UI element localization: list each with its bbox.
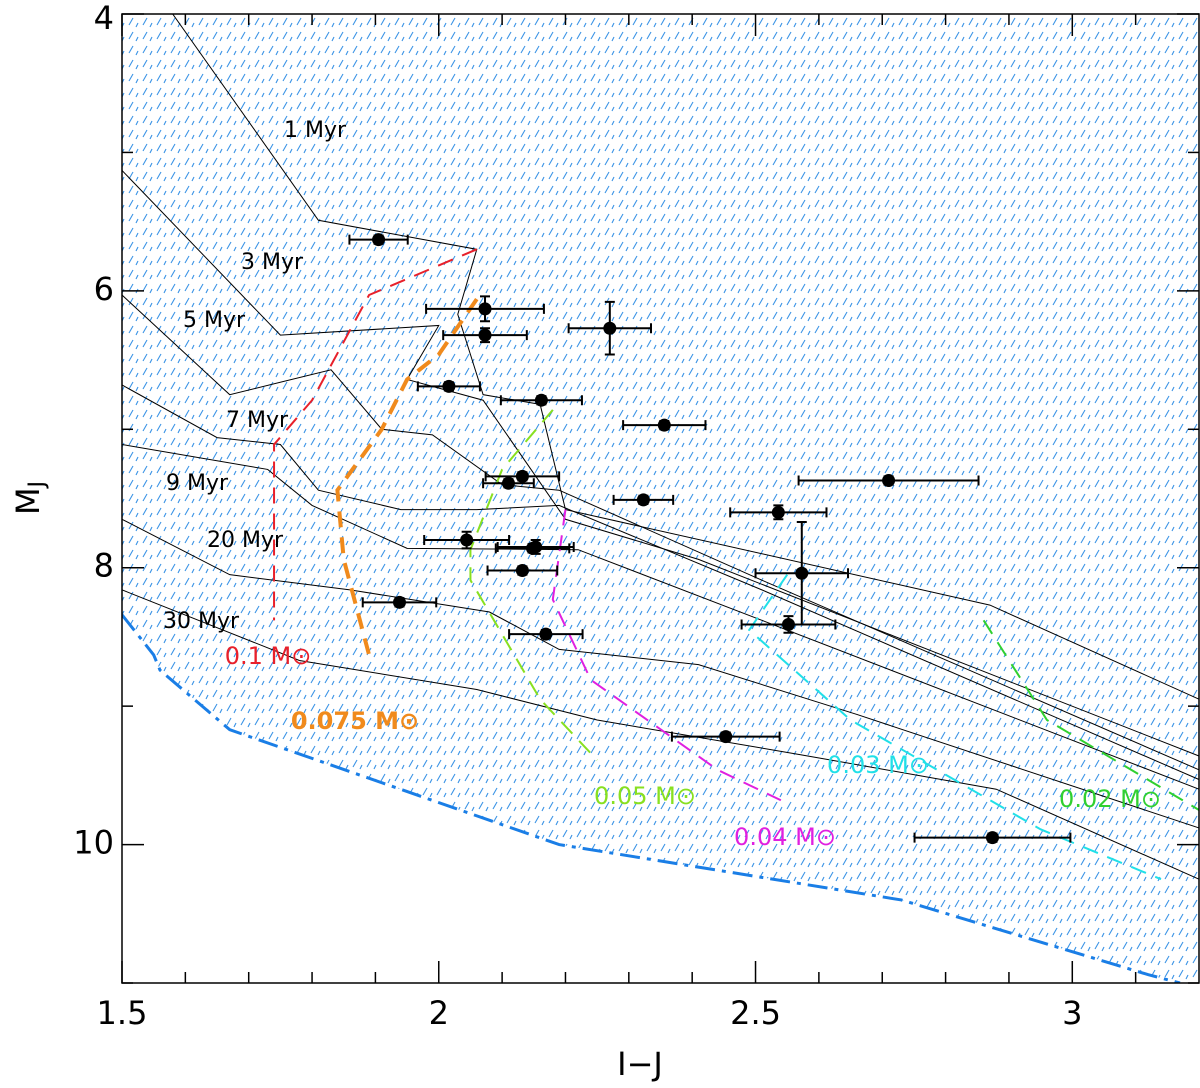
data-point	[372, 233, 386, 247]
y-tick-label: 10	[73, 824, 114, 862]
data-point-group	[361, 595, 438, 609]
data-point	[985, 831, 999, 845]
data-point-group	[612, 493, 675, 507]
data-point-group	[670, 730, 781, 744]
data-point	[771, 505, 785, 519]
mass-track	[982, 619, 1200, 811]
data-point-group	[729, 504, 828, 521]
mass-track-label: 0.1 M⊙	[225, 642, 312, 670]
data-point-group	[496, 539, 575, 555]
mass-track-label: 0.075 M⊙	[291, 707, 419, 735]
data-point-group	[913, 831, 1072, 845]
data-point-group	[416, 379, 481, 393]
boundary-line	[122, 613, 1181, 983]
data-point	[515, 469, 529, 483]
data-point-group	[482, 476, 535, 490]
mass-track-label: 0.03 M⊙	[827, 751, 929, 779]
data-point-group	[797, 474, 980, 488]
mass-track-label: 0.05 M⊙	[594, 782, 696, 810]
y-tick-label: 4	[94, 0, 114, 37]
isochrone-label: 30 Myr	[163, 609, 240, 634]
plot-area	[122, 14, 1200, 983]
data-point	[392, 595, 406, 609]
x-tick-label: 3	[1062, 994, 1082, 1032]
data-point-group	[423, 530, 511, 550]
data-point	[529, 540, 543, 554]
isochrone	[122, 444, 1200, 790]
data-point-group	[442, 327, 528, 344]
data-point	[478, 302, 492, 316]
mass-track-label: 0.02 M⊙	[1059, 785, 1161, 813]
y-axis-label-sub: J	[25, 481, 50, 490]
axes-frame	[121, 13, 1200, 984]
mass-track	[273, 248, 478, 621]
data-point	[515, 563, 529, 577]
data-point	[442, 379, 456, 393]
data-point	[534, 393, 548, 407]
isochrone	[122, 384, 1200, 780]
isochrone-label: 1 Myr	[284, 118, 347, 143]
isochrone-label: 7 Myr	[226, 408, 289, 433]
isochrone	[122, 589, 1200, 880]
data-point-group	[622, 418, 707, 432]
isochrone	[122, 518, 1200, 829]
data-point	[460, 533, 474, 547]
data-point-group	[348, 233, 409, 247]
x-tick-label: 2.5	[730, 994, 781, 1032]
data-point	[795, 566, 809, 580]
shaded-region	[122, 14, 1199, 983]
x-tick-label: 2	[429, 994, 449, 1032]
data-point-group	[425, 295, 545, 323]
data-point	[719, 730, 733, 744]
data-point	[781, 617, 795, 631]
mass-track	[469, 409, 598, 761]
mass-track-label: 0.04 M⊙	[734, 823, 836, 851]
y-axis-label: MJ	[9, 481, 50, 515]
data-point-group	[484, 469, 561, 483]
data-point	[501, 476, 515, 490]
data-point-group	[508, 627, 584, 641]
data-point-group	[499, 393, 583, 407]
mass-track	[335, 298, 479, 656]
data-point-group	[486, 563, 559, 577]
data-point	[539, 627, 553, 641]
data-point	[636, 493, 650, 507]
x-tick-label: 1.5	[97, 994, 148, 1032]
data-point	[603, 321, 617, 335]
isochrone	[122, 294, 1200, 771]
data-point	[657, 418, 671, 432]
data-point-group	[740, 615, 837, 634]
isochrone-label: 9 Myr	[166, 471, 229, 496]
x-axis-label: I−J	[617, 1045, 663, 1083]
data-point	[882, 474, 896, 488]
isochrone-label: 5 Myr	[183, 308, 246, 333]
y-axis-label-main: M	[9, 487, 47, 515]
isochrone-label: 3 Myr	[241, 250, 304, 275]
y-tick-label: 8	[94, 547, 114, 585]
data-point-group	[567, 300, 652, 356]
data-point	[478, 328, 492, 342]
y-tick-label: 6	[94, 270, 114, 308]
isochrone-label: 20 Myr	[207, 528, 284, 553]
